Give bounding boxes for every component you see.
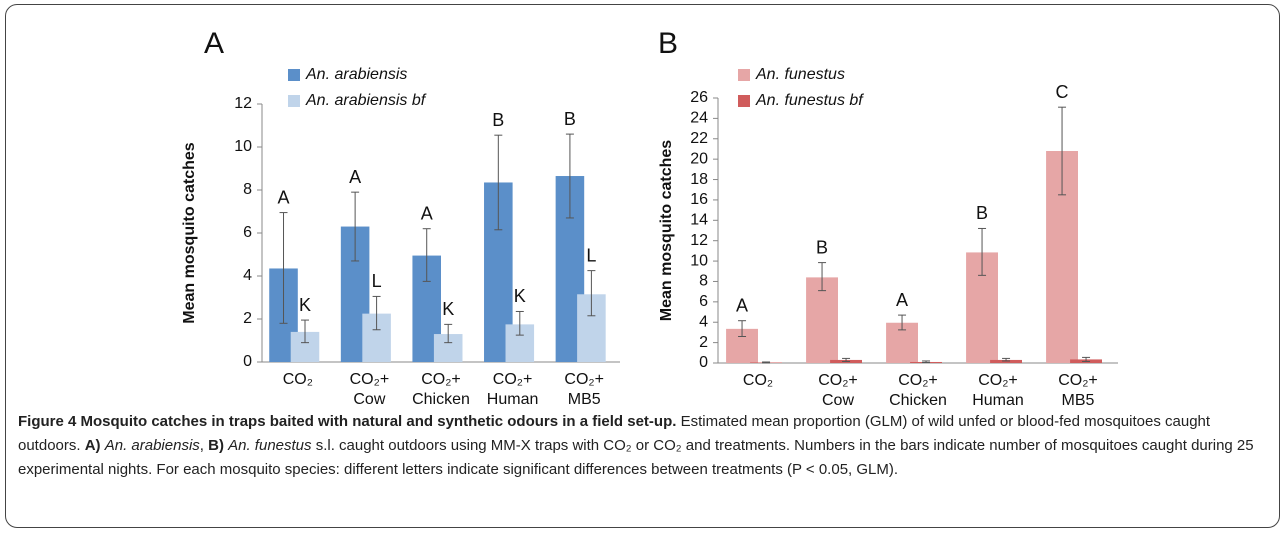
significance-letter: A — [349, 167, 361, 187]
caption-text: B) — [208, 437, 224, 454]
legend-label: An. arabiensis bf — [305, 92, 427, 109]
x-tick-label: CO₂ — [742, 372, 774, 389]
significance-letter: C — [1056, 82, 1069, 102]
caption-text: Estimated mean proportion (GLM) of wild … — [18, 413, 1211, 454]
y-tick-label: 20 — [690, 150, 708, 167]
panel-label: B — [658, 27, 678, 60]
x-tick-label: CO₂+ Human — [486, 371, 539, 408]
y-tick-label: 14 — [690, 212, 708, 229]
legend-swatch — [738, 95, 750, 107]
caption-text: , — [199, 437, 204, 454]
bar — [990, 359, 1022, 363]
y-tick-label: 6 — [243, 224, 252, 241]
bar — [806, 277, 838, 363]
significance-letter: L — [372, 271, 382, 291]
figure-frame — [5, 4, 1280, 528]
y-tick-label: 12 — [234, 95, 252, 112]
x-tick-label: CO₂+ Cow — [349, 371, 390, 408]
caption-text: s.l. caught outdoors using MM-X traps wi… — [18, 437, 1254, 478]
y-tick-label: 10 — [690, 252, 708, 269]
significance-letter: A — [421, 203, 433, 223]
y-axis-label: Mean mosquito catches — [658, 140, 675, 321]
y-tick-label: 18 — [690, 171, 708, 188]
caption: Figure 4 Mosquito catches in traps baite… — [18, 410, 1268, 482]
significance-letter: B — [564, 109, 576, 129]
y-tick-label: 24 — [690, 110, 708, 127]
caption-text: An. funestus — [228, 437, 312, 454]
x-tick-label: CO₂+ MB5 — [564, 371, 604, 408]
y-tick-label: 22 — [690, 130, 708, 147]
caption-text: A) — [84, 437, 101, 454]
significance-letter: A — [736, 295, 748, 315]
y-tick-label: 8 — [243, 181, 252, 198]
significance-letter: B — [816, 237, 828, 257]
legend-label: An. arabiensis — [305, 66, 407, 83]
significance-letter: K — [299, 295, 311, 315]
y-tick-label: 4 — [243, 267, 252, 284]
x-tick-label: CO₂+ Chicken — [889, 372, 947, 409]
significance-letter: B — [492, 110, 504, 130]
significance-letter: B — [976, 203, 988, 223]
caption-title: Figure 4 Mosquito catches in traps baite… — [18, 413, 677, 430]
x-tick-label: CO₂ — [282, 371, 313, 388]
x-tick-label: CO₂+ MB5 — [1058, 372, 1098, 409]
caption-text: An. arabiensis — [104, 437, 200, 454]
significance-letter: A — [896, 290, 908, 310]
y-tick-label: 12 — [690, 232, 708, 249]
legend-label: An. funestus bf — [755, 92, 864, 109]
y-tick-label: 16 — [690, 191, 708, 208]
significance-letter: K — [514, 286, 526, 306]
y-tick-label: 26 — [690, 89, 708, 106]
legend-label: An. funestus — [755, 66, 845, 83]
legend-swatch — [738, 69, 750, 81]
y-tick-label: 10 — [234, 138, 252, 155]
panel-label: A — [204, 27, 224, 60]
y-tick-label: 6 — [699, 293, 708, 310]
x-tick-label: CO₂+ Cow — [818, 372, 858, 409]
y-axis-label: Mean mosquito catches — [181, 142, 198, 323]
legend-swatch — [288, 95, 300, 107]
y-tick-label: 2 — [699, 334, 708, 351]
significance-letter: A — [278, 187, 290, 207]
y-tick-label: 0 — [243, 353, 252, 370]
significance-letter: L — [586, 245, 596, 265]
y-tick-label: 4 — [699, 313, 708, 330]
x-tick-label: CO₂+ Chicken — [412, 371, 470, 408]
y-tick-label: 2 — [243, 310, 252, 327]
x-tick-label: CO₂+ Human — [972, 372, 1024, 409]
legend-swatch — [288, 69, 300, 81]
y-tick-label: 8 — [699, 273, 708, 290]
significance-letter: K — [442, 299, 454, 319]
y-tick-label: 0 — [699, 354, 708, 371]
